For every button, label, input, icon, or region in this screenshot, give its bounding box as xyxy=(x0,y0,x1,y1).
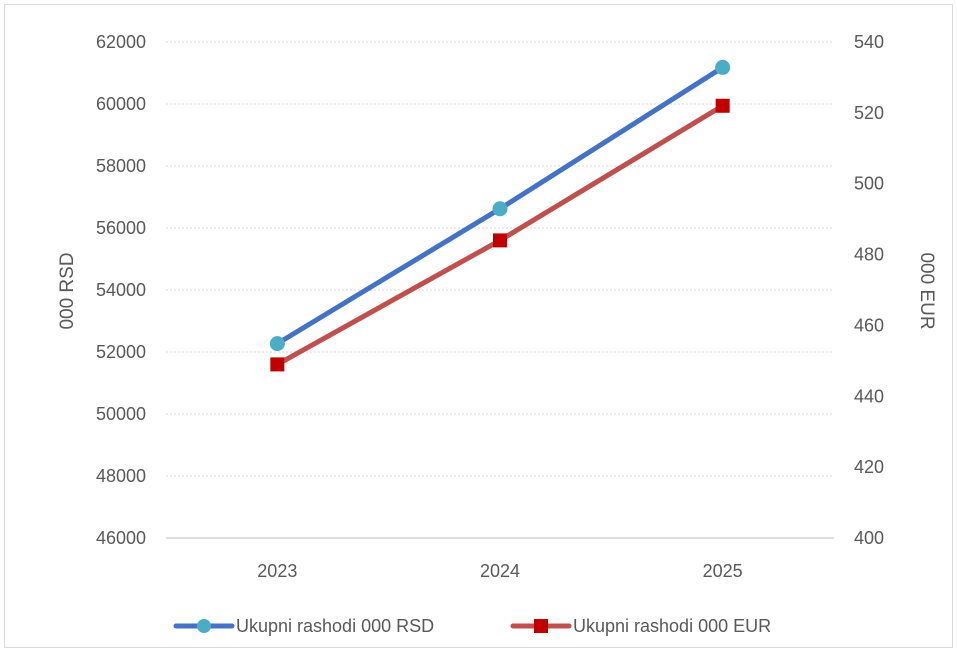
data-point xyxy=(715,59,731,75)
series-layer xyxy=(269,59,731,372)
left-tick-label: 54000 xyxy=(96,280,146,300)
legend-marker xyxy=(197,619,211,633)
x-tick-label: 2025 xyxy=(703,561,743,581)
legend: Ukupni rashodi 000 RSD Ukupni rashodi 000… xyxy=(173,616,771,636)
right-tick-label: 420 xyxy=(854,457,884,477)
chart-frame xyxy=(4,4,953,648)
left-tick-label: 50000 xyxy=(96,404,146,424)
legend-label: Ukupni rashodi 000 EUR xyxy=(573,616,771,636)
data-point xyxy=(715,98,730,113)
left-tick-label: 52000 xyxy=(96,342,146,362)
data-point xyxy=(493,233,507,248)
x-axis-ticks: 2023 2024 2025 xyxy=(257,561,742,581)
x-tick-label: 2023 xyxy=(257,561,297,581)
right-tick-label: 540 xyxy=(854,32,884,52)
right-axis-ticks: 400 420 440 460 480 500 520 540 xyxy=(854,32,884,548)
right-tick-label: 400 xyxy=(854,528,884,548)
legend-marker xyxy=(534,619,548,633)
data-point xyxy=(492,201,508,217)
left-tick-label: 46000 xyxy=(96,528,146,548)
left-tick-label: 62000 xyxy=(96,32,146,52)
right-tick-label: 500 xyxy=(854,174,884,194)
x-tick-label: 2024 xyxy=(480,561,520,581)
right-axis-title: 000 EUR xyxy=(916,252,937,329)
right-tick-label: 460 xyxy=(854,315,884,335)
left-tick-label: 58000 xyxy=(96,156,146,176)
legend-label: Ukupni rashodi 000 RSD xyxy=(236,616,434,636)
right-tick-label: 520 xyxy=(854,103,884,123)
data-point xyxy=(270,357,285,372)
left-tick-label: 56000 xyxy=(96,218,146,238)
left-axis-title: 000 RSD xyxy=(57,252,78,329)
data-point xyxy=(269,336,285,352)
left-axis-ticks: 46000 48000 50000 52000 54000 56000 58000 60000… xyxy=(96,32,146,548)
left-tick-label: 60000 xyxy=(96,94,146,114)
gridlines xyxy=(166,41,834,539)
right-tick-label: 440 xyxy=(854,386,884,406)
right-tick-label: 480 xyxy=(854,245,884,265)
left-tick-label: 48000 xyxy=(96,466,146,486)
